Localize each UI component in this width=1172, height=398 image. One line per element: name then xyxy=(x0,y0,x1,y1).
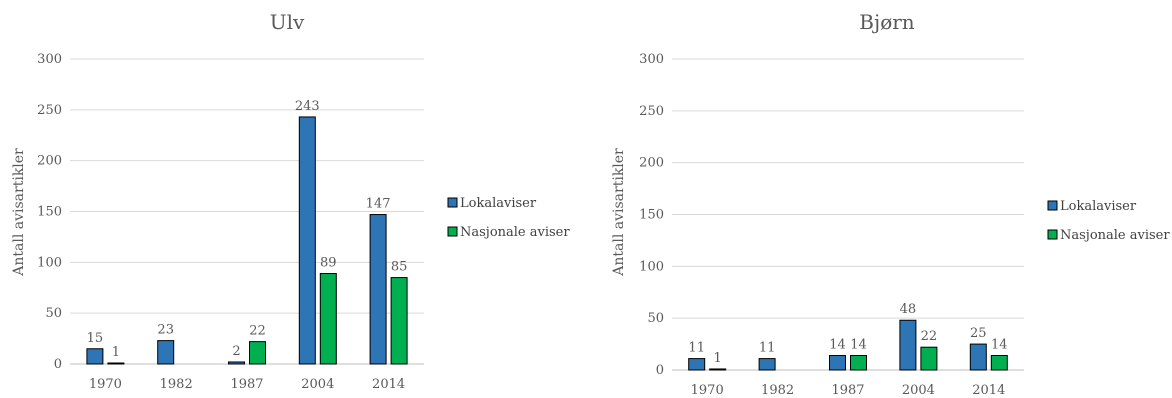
legend-swatch xyxy=(447,226,458,237)
y-tick-label: 250 xyxy=(37,103,62,118)
legend-label: Lokalaviser xyxy=(1060,199,1137,214)
y-tick-label: 50 xyxy=(45,306,62,321)
bar xyxy=(107,362,125,365)
x-tick-label: 2004 xyxy=(902,383,935,398)
data-label: 22 xyxy=(249,324,266,339)
x-tick-label: 2014 xyxy=(372,377,405,392)
y-tick-label: 300 xyxy=(639,52,664,67)
y-tick-label: 150 xyxy=(37,205,62,220)
x-tick-label: 1970 xyxy=(691,383,724,398)
bar xyxy=(850,354,867,371)
data-label: 25 xyxy=(970,326,987,341)
chart-title: Bjørn xyxy=(859,10,915,34)
bar xyxy=(390,277,408,365)
plot-area: 0501001502002503001970151198223198722220… xyxy=(37,52,424,392)
data-label: 243 xyxy=(295,99,320,114)
bar xyxy=(688,358,706,371)
y-tick-label: 100 xyxy=(639,259,664,274)
bar xyxy=(319,273,337,365)
chart-bjorn: Bjørn Antall avisartikler 0 50 100 150 200 25… xyxy=(611,10,1170,398)
data-label: 1 xyxy=(112,345,120,360)
data-label: 1 xyxy=(714,351,722,366)
y-tick-label: 0 xyxy=(656,363,664,378)
bar xyxy=(990,354,1008,371)
data-label: 14 xyxy=(991,337,1008,352)
data-label: 14 xyxy=(829,337,846,352)
data-label: 11 xyxy=(688,341,705,356)
bar xyxy=(969,343,987,371)
legend-swatch xyxy=(447,197,458,208)
y-axis-label: Antall avisartikler xyxy=(11,148,27,277)
legend-swatch xyxy=(1047,200,1058,211)
bar xyxy=(228,361,245,365)
bar xyxy=(157,340,175,365)
legend-label: Nasjonale aviser xyxy=(1060,228,1170,243)
bar xyxy=(899,319,917,371)
y-tick-label: 300 xyxy=(37,52,62,67)
x-tick-label: 1982 xyxy=(761,383,794,398)
bar xyxy=(86,348,104,365)
bar xyxy=(920,346,938,371)
bar xyxy=(709,368,727,371)
bar xyxy=(249,341,266,365)
bar xyxy=(829,354,846,371)
x-tick-label: 1970 xyxy=(89,377,122,392)
legend: Lokalaviser Nasjonale aviser xyxy=(447,196,570,240)
x-tick-label: 1982 xyxy=(160,377,193,392)
legend-swatch xyxy=(1047,229,1058,240)
data-label: 85 xyxy=(391,260,408,275)
bar xyxy=(298,116,316,365)
data-label: 147 xyxy=(366,197,391,212)
data-label: 15 xyxy=(87,331,104,346)
y-tick-label: 250 xyxy=(639,104,664,119)
bar xyxy=(369,214,387,365)
y-axis-label: Antall avisartikler xyxy=(611,148,627,277)
y-tick-label: 200 xyxy=(37,154,62,169)
data-label: 48 xyxy=(900,302,917,317)
y-tick-label: 200 xyxy=(639,156,664,171)
x-tick-label: 2014 xyxy=(972,383,1005,398)
y-tick-label: 100 xyxy=(37,255,62,270)
chart-title: Ulv xyxy=(270,10,305,34)
data-label: 22 xyxy=(921,329,938,344)
y-tick-label: 50 xyxy=(647,311,664,326)
data-label: 23 xyxy=(157,323,174,338)
chart-ulv: Ulv Antall avisartikler 0 50 100 150 200 250 3… xyxy=(11,10,570,392)
legend-label: Lokalaviser xyxy=(460,196,537,211)
legend-label: Nasjonale aviser xyxy=(460,225,570,240)
data-label: 11 xyxy=(759,341,776,356)
data-label: 14 xyxy=(850,337,867,352)
x-tick-label: 2004 xyxy=(301,377,334,392)
legend: Lokalaviser Nasjonale aviser xyxy=(1047,199,1170,243)
y-tick-label: 150 xyxy=(639,208,664,223)
x-tick-label: 1987 xyxy=(831,383,864,398)
data-label: 2 xyxy=(232,344,240,359)
data-label: 89 xyxy=(320,256,337,271)
bar xyxy=(758,358,776,371)
x-tick-label: 1987 xyxy=(230,377,263,392)
y-tick-label: 0 xyxy=(54,357,62,372)
